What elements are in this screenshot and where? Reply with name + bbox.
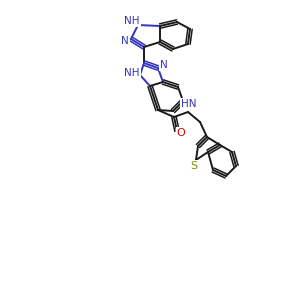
- Text: O: O: [177, 128, 185, 138]
- Text: NH: NH: [124, 16, 140, 26]
- Text: N: N: [160, 60, 168, 70]
- Text: S: S: [190, 161, 198, 171]
- Text: HN: HN: [181, 99, 197, 109]
- Text: N: N: [121, 36, 129, 46]
- Text: NH: NH: [124, 68, 140, 78]
